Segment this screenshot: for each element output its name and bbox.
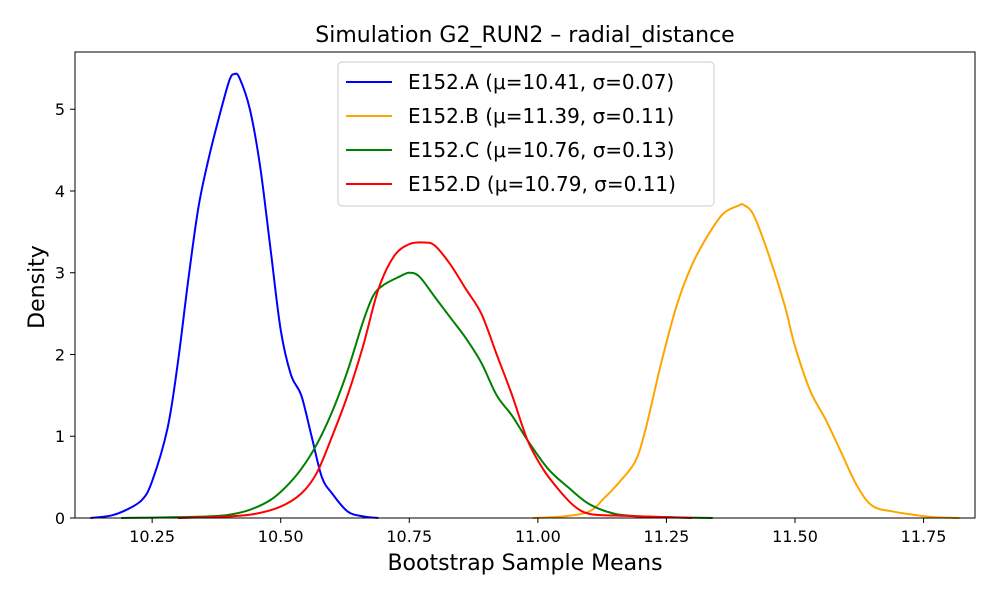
x-tick-label: 11.75 — [901, 527, 947, 546]
series-line-4 — [177, 241, 693, 519]
legend-entry: E152.D (μ=10.79, σ=0.11) — [408, 172, 676, 196]
chart-title: Simulation G2_RUN2 – radial_distance — [315, 23, 734, 48]
series-line-3 — [121, 271, 713, 519]
y-tick-label: 3 — [55, 264, 65, 283]
y-tick-label: 5 — [55, 100, 65, 119]
y-tick-label: 0 — [55, 509, 65, 528]
legend-entry: E152.B (μ=11.39, σ=0.11) — [408, 104, 674, 128]
x-tick-label: 11.50 — [772, 527, 818, 546]
legend-entry: E152.A (μ=10.41, σ=0.07) — [408, 70, 674, 94]
x-tick-label: 10.25 — [129, 527, 175, 546]
x-tick-label: 11.25 — [644, 527, 690, 546]
axes-frame — [74, 51, 976, 519]
x-tick-label: 11.00 — [515, 527, 561, 546]
series-line-1 — [90, 72, 379, 519]
y-tick-label: 4 — [55, 182, 65, 201]
legend-entry: E152.C (μ=10.76, σ=0.13) — [408, 138, 675, 162]
y-tick-label: 1 — [55, 427, 65, 446]
y-axis-label: Density — [25, 245, 50, 329]
legend-box — [337, 61, 715, 207]
series-line-2 — [532, 203, 960, 519]
x-axis-label: Bootstrap Sample Means — [387, 551, 662, 576]
plot-area: 10.25 10.50 10.75 11.00 11.25 11.50 11.75 0 1 2 3 4… — [55, 51, 976, 546]
y-tick-label: 2 — [55, 345, 65, 364]
x-tick-label: 10.75 — [386, 527, 432, 546]
x-tick-label: 10.50 — [258, 527, 304, 546]
legend: E152.A (μ=10.41, σ=0.07) E152.B (μ=11.39,… — [337, 61, 715, 207]
